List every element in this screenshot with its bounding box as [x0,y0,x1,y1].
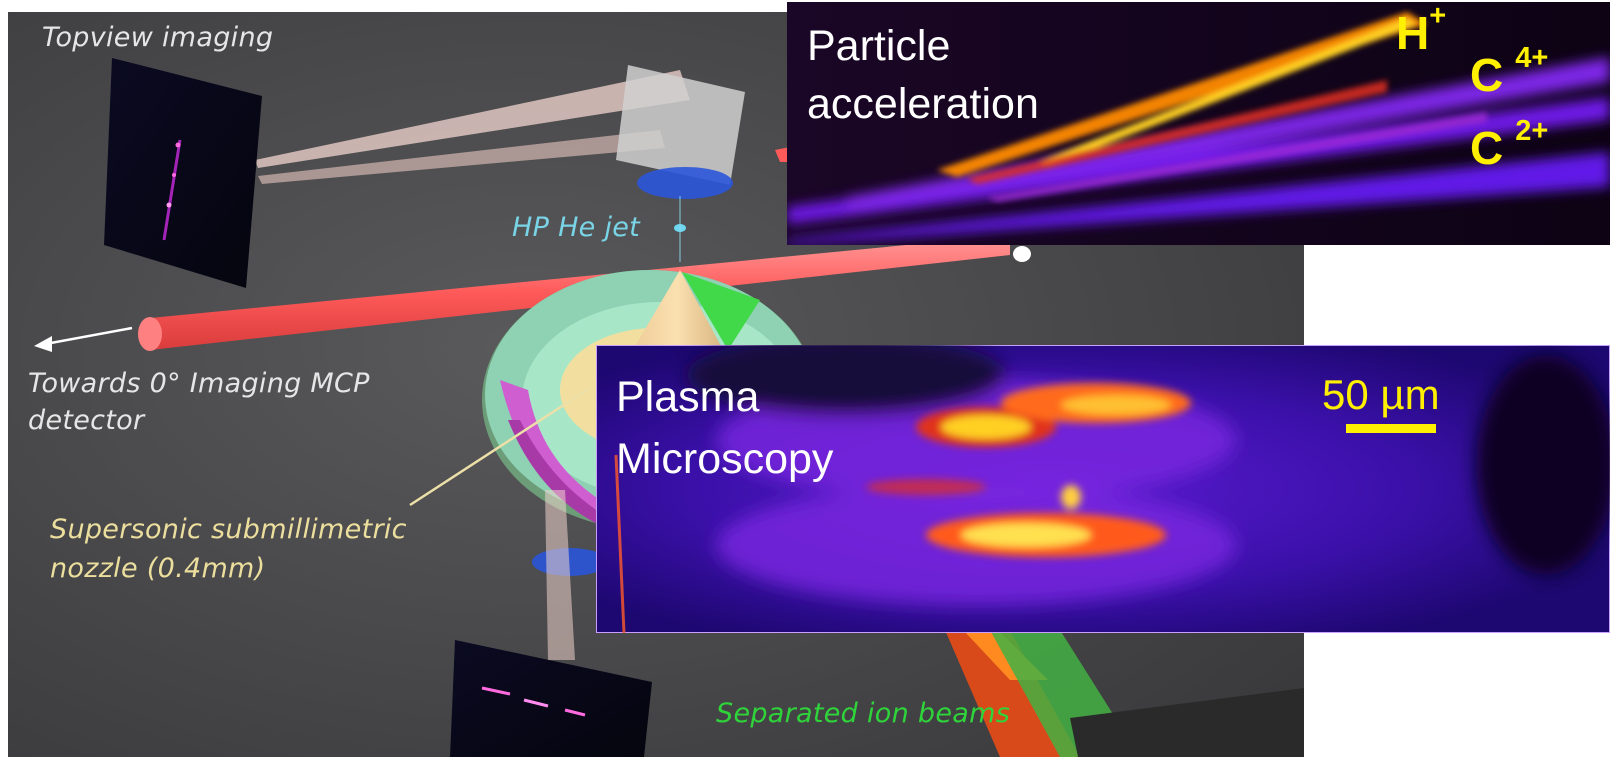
bottom-detector [450,640,652,757]
bottom-detector-signal [481,686,586,717]
upper-lens [637,167,733,199]
ion-label-charge: + [1429,0,1447,32]
hp-he-jet-label: HP He jet [512,212,641,243]
plasma-panel-title-line1: Plasma [616,373,760,421]
nozzle-label-line1: Supersonic submillimetric [50,514,407,545]
towards-detector-label-line1: Towards 0° Imaging MCP [28,368,370,399]
ion-label-c-4plus: C 4+ [1470,42,1548,102]
ion-label-h-plus: H+ [1396,0,1446,60]
topview-detector [104,58,262,288]
green-beam-cone [682,272,760,350]
ion-label-base: C [1470,122,1504,174]
separated-ion-beams-label: Separated ion beams [716,698,1011,729]
ion-label-base: C [1470,49,1504,101]
white-blob [1013,246,1031,262]
laser-beam-end [138,317,162,351]
nozzle-label-line2: nozzle (0.4mm) [50,553,266,584]
scale-bar [1346,424,1436,433]
particle-panel-title-line1: Particle [807,22,951,70]
topview-signal [162,139,182,241]
ion-detector-screen [1070,688,1304,757]
plasma-microscopy-image [596,345,1610,633]
arrow-towards-detector-icon [34,326,133,352]
lower-beams [545,490,575,660]
ion-label-charge: 2+ [1515,115,1549,147]
plasma-panel-title-line2: Microscopy [616,435,834,483]
ion-label-c-2plus: C 2+ [1470,115,1548,175]
topview-imaging-label: Topview imaging [42,22,274,53]
top-mirror [616,65,745,185]
ion-label-charge: 4+ [1515,42,1549,74]
towards-detector-label-line2: detector [28,405,145,436]
upper-beams [255,70,690,184]
particle-panel-title-line2: acceleration [807,80,1039,128]
particle-acceleration-image [787,2,1610,245]
scale-bar-label: 50 µm [1322,371,1440,418]
ion-label-base: H [1396,7,1430,59]
nozzle-pointer-line [409,386,591,507]
